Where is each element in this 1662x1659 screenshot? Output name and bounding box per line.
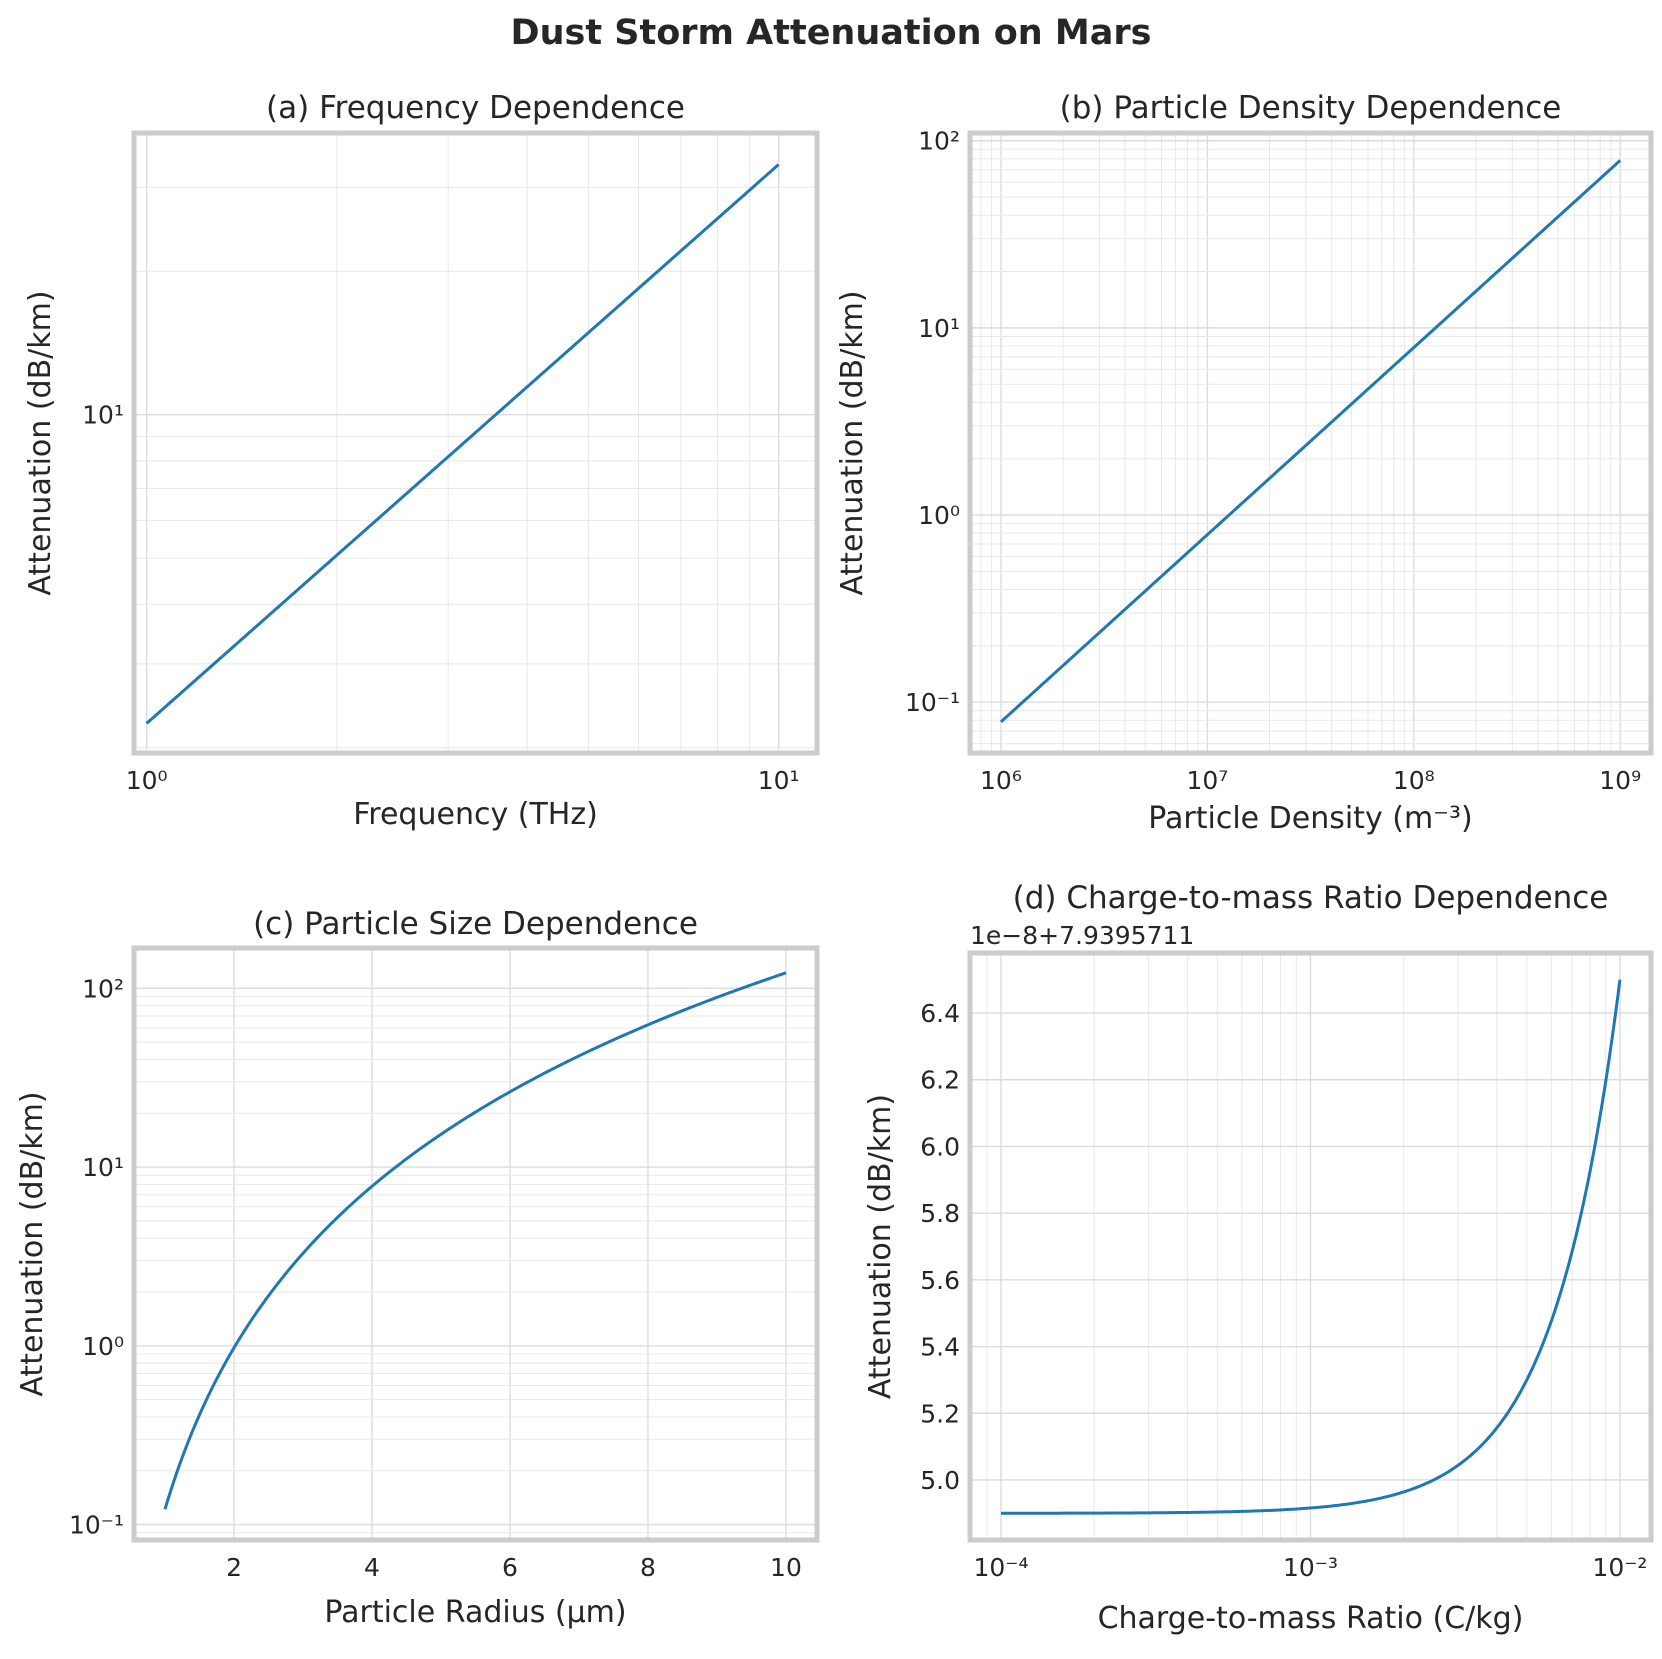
grid [134, 948, 817, 1540]
x-tick-label: 10⁻³ [1283, 1553, 1338, 1582]
x-tick-label: 10¹ [758, 766, 800, 795]
x-tick-label: 10⁸ [1393, 766, 1435, 795]
axes-frame [131, 130, 820, 756]
y-tick-label: 6.2 [920, 1066, 960, 1095]
figure-title: Dust Storm Attenuation on Mars [511, 13, 1152, 53]
x-tick-label: 10⁰ [126, 766, 168, 795]
y-axis-label: Attenuation (dB/km) [835, 290, 870, 595]
grid [970, 133, 1651, 753]
panel-title: (c) Particle Size Dependence [253, 906, 698, 942]
y-offset-text: 1e−8+7.9395711 [970, 921, 1194, 950]
y-tick-label: 10⁰ [82, 1332, 124, 1361]
x-tick-label: 10⁹ [1599, 766, 1641, 795]
series-line-attenuation [999, 159, 1622, 723]
x-tick-label: 10⁻⁴ [973, 1553, 1028, 1582]
series-line-attenuation [145, 163, 780, 725]
panel-d: 10⁻⁴ 10⁻³ 10⁻² 5.0 5.2 5.4 5.6 5.8 6.0 6.2 6.4 (d) … [863, 880, 1654, 1636]
grid [970, 953, 1651, 1540]
grid [134, 133, 817, 753]
x-tick-label: 8 [640, 1553, 656, 1582]
x-tick-label: 10 [770, 1553, 802, 1582]
x-axis-label: Particle Radius (μm) [324, 1595, 626, 1630]
x-tick-label: 10⁶ [980, 766, 1022, 795]
y-axis-label: Attenuation (dB/km) [23, 290, 58, 595]
y-tick-label: 6.0 [920, 1132, 960, 1161]
y-axis-label: Attenuation (dB/km) [15, 1091, 50, 1396]
y-tick-label: 5.2 [920, 1399, 960, 1428]
x-tick-label: 4 [364, 1553, 380, 1582]
y-tick-label: 10⁻¹ [905, 688, 960, 717]
panels: 10⁰ 10¹ 10¹ (a) Frequency Dependence Frequen… [15, 90, 1654, 1636]
y-tick-label: 10¹ [918, 314, 960, 343]
y-tick-label: 6.4 [920, 999, 960, 1028]
y-tick-label: 5.4 [920, 1333, 960, 1362]
panel-title: (d) Charge-to-mass Ratio Dependence [1013, 880, 1609, 916]
y-tick-label: 10⁰ [918, 501, 960, 530]
x-axis-label: Frequency (THz) [353, 797, 598, 832]
y-tick-label: 5.8 [920, 1199, 960, 1228]
y-tick-label: 5.6 [920, 1266, 960, 1295]
y-axis-label: Attenuation (dB/km) [863, 1094, 898, 1399]
y-tick-label: 10¹ [82, 1153, 124, 1182]
series-line-attenuation [163, 971, 787, 1510]
y-tick-label: 10² [918, 127, 960, 156]
y-tick-label: 10² [82, 974, 124, 1003]
panel-b: 10⁶ 10⁷ 10⁸ 10⁹ 10⁻¹ 10⁰ 10¹ 10² (b) Particle De… [835, 90, 1654, 836]
axes-frame [967, 950, 1654, 1543]
x-tick-label: 6 [502, 1553, 518, 1582]
series-line-attenuation [1001, 979, 1622, 1515]
panel-title: (a) Frequency Dependence [266, 90, 685, 126]
y-tick-label: 5.0 [920, 1466, 960, 1495]
panel-c: 2 4 6 8 10 10⁻¹ 10⁰ 10¹ 10² (c) Particle Size Dep… [15, 906, 820, 1630]
x-tick-label: 2 [226, 1553, 242, 1582]
y-tick-label: 10⁻¹ [69, 1511, 124, 1540]
x-axis-label: Charge-to-mass Ratio (C/kg) [1098, 1601, 1524, 1636]
x-tick-label: 10⁷ [1186, 766, 1228, 795]
axes-frame [131, 945, 820, 1543]
axes-frame [967, 130, 1654, 756]
x-tick-label: 10⁻² [1592, 1553, 1647, 1582]
y-tick-label: 10¹ [82, 401, 124, 430]
panel-a: 10⁰ 10¹ 10¹ (a) Frequency Dependence Frequen… [23, 90, 820, 832]
panel-title: (b) Particle Density Dependence [1060, 90, 1562, 126]
x-axis-label: Particle Density (m⁻³) [1148, 801, 1472, 836]
